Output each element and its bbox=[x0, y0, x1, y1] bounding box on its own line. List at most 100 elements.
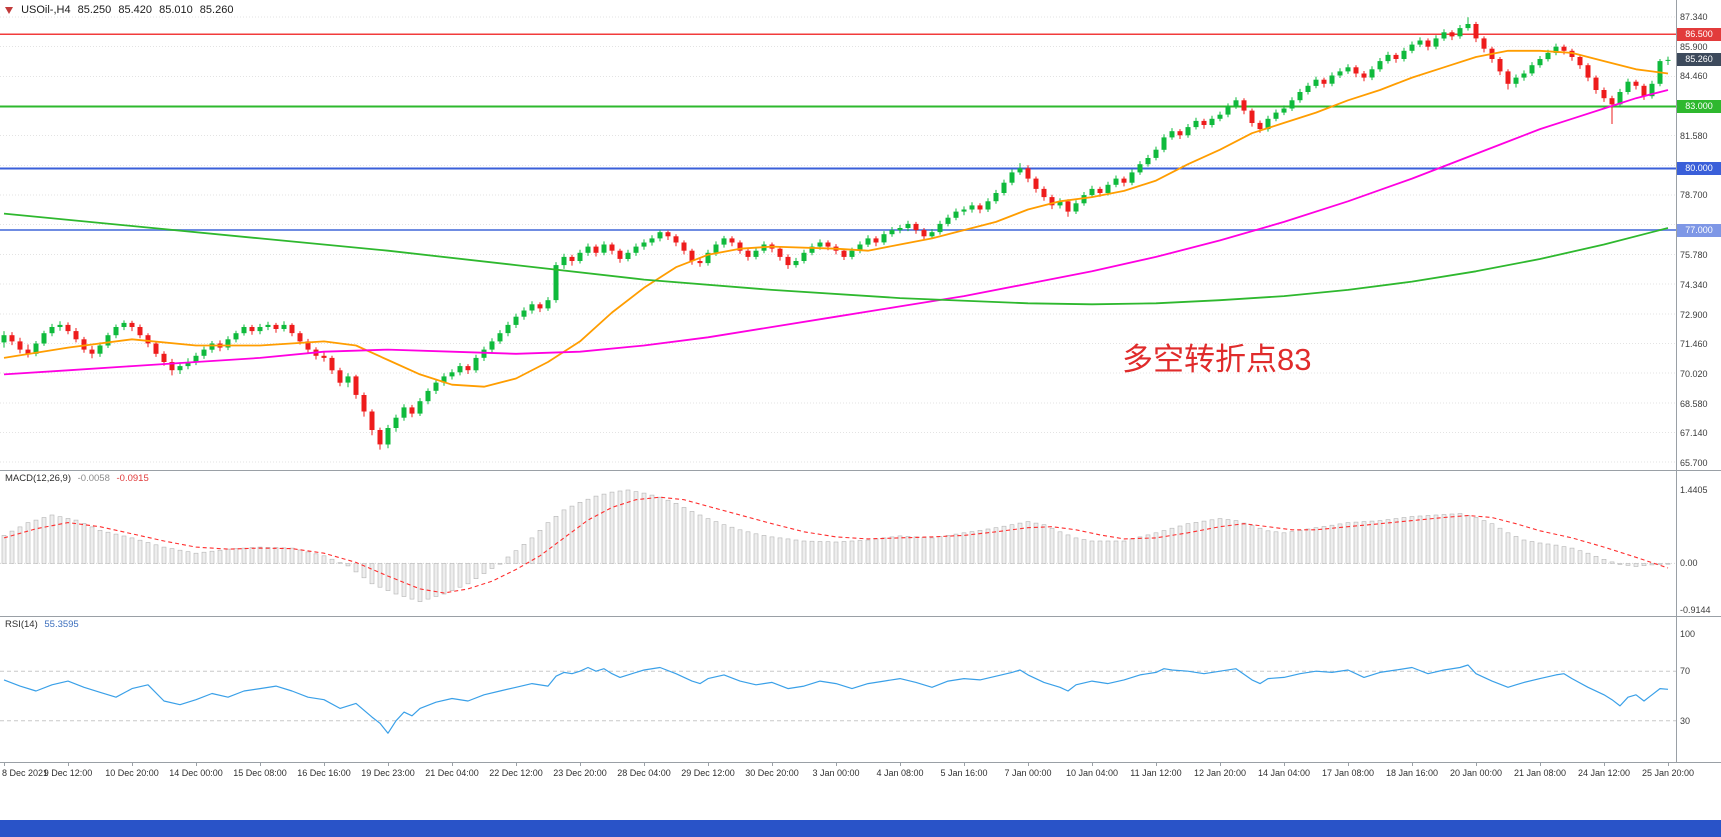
candlestick-series bbox=[1, 17, 1671, 450]
time-tick-label: 25 Jan 20:00 bbox=[1641, 768, 1695, 778]
price-tick-label: 70.020 bbox=[1680, 369, 1708, 379]
time-tick-label: 3 Jan 00:00 bbox=[812, 768, 860, 778]
time-tick-mark bbox=[516, 763, 517, 766]
rsi-value: 55.3595 bbox=[44, 619, 79, 630]
price-tick-label: 65.700 bbox=[1680, 458, 1708, 468]
bottom-bar bbox=[0, 820, 1721, 837]
time-tick-mark bbox=[772, 763, 773, 766]
macd-axis-label: 0.00 bbox=[1680, 558, 1698, 568]
time-tick-label: 19 Dec 23:00 bbox=[361, 768, 415, 778]
time-tick-label: 28 Dec 04:00 bbox=[617, 768, 671, 778]
time-tick-mark bbox=[1604, 763, 1605, 766]
price-tick-label: 71.460 bbox=[1680, 339, 1708, 349]
price-tick-label: 68.580 bbox=[1680, 399, 1708, 409]
macd-axis-label: 1.4405 bbox=[1680, 485, 1708, 495]
quote-open: 85.250 bbox=[77, 4, 112, 16]
time-tick-label: 17 Jan 08:00 bbox=[1321, 768, 1375, 778]
time-tick-label: 8 Dec 2021 bbox=[2, 768, 49, 778]
time-tick-mark bbox=[708, 763, 709, 766]
ma-mid-line bbox=[3, 89, 1669, 376]
time-tick-label: 10 Jan 04:00 bbox=[1065, 768, 1119, 778]
panel-separator bbox=[0, 616, 1721, 617]
time-tick-label: 16 Dec 16:00 bbox=[297, 768, 351, 778]
symbol-timeframe-label: USOil-,H4 bbox=[21, 4, 71, 16]
time-tick-label: 14 Jan 04:00 bbox=[1257, 768, 1311, 778]
time-tick-mark bbox=[388, 763, 389, 766]
time-tick-mark bbox=[1156, 763, 1157, 766]
time-tick-label: 10 Dec 20:00 bbox=[105, 768, 159, 778]
time-tick-mark bbox=[580, 763, 581, 766]
time-tick-label: 12 Jan 20:00 bbox=[1193, 768, 1247, 778]
time-axis[interactable]: 8 Dec 2021 9 Dec 12:00 10 Dec 20:00 14 Dec … bbox=[0, 762, 1721, 782]
macd-signal-value: -0.0915 bbox=[116, 473, 149, 484]
price-badge-80.000: 80.000 bbox=[1677, 162, 1721, 175]
price-badge-86.500: 86.500 bbox=[1677, 28, 1721, 41]
rsi-levels bbox=[0, 670, 1676, 722]
price-chart-panel[interactable] bbox=[0, 0, 1676, 470]
time-tick-mark bbox=[324, 763, 325, 766]
macd-histogram bbox=[1, 489, 1671, 602]
annotation-text[interactable]: 多空转折点83 bbox=[1122, 342, 1312, 377]
rsi-axis-label: 100 bbox=[1680, 629, 1696, 639]
time-tick-label: 11 Jan 12:00 bbox=[1130, 768, 1182, 778]
price-tick-label: 72.900 bbox=[1680, 310, 1708, 320]
price-badge-77.000: 77.000 bbox=[1677, 224, 1721, 237]
time-tick-mark bbox=[4, 763, 5, 766]
macd-main-value: -0.0058 bbox=[77, 473, 110, 484]
time-tick-mark bbox=[452, 763, 453, 766]
macd-signal-line bbox=[3, 496, 1669, 594]
time-tick-mark bbox=[1668, 763, 1669, 766]
macd-axis-label: -0.9144 bbox=[1680, 605, 1711, 615]
price-badge-85.260: 85.260 bbox=[1677, 53, 1721, 66]
time-tick-mark bbox=[644, 763, 645, 766]
time-tick-mark bbox=[1348, 763, 1349, 766]
time-tick-mark bbox=[1412, 763, 1413, 766]
symbol-marker-icon bbox=[5, 6, 13, 14]
time-tick-mark bbox=[1284, 763, 1285, 766]
price-tick-label: 85.900 bbox=[1680, 42, 1708, 52]
time-tick-mark bbox=[964, 763, 965, 766]
time-tick-label: 9 Dec 12:00 bbox=[43, 768, 93, 778]
time-tick-label: 4 Jan 08:00 bbox=[876, 768, 924, 778]
macd-label: MACD(12,26,9) -0.0058 -0.0915 bbox=[5, 473, 149, 484]
price-tick-label: 67.140 bbox=[1680, 428, 1708, 438]
time-tick-label: 21 Dec 04:00 bbox=[425, 768, 479, 778]
time-tick-mark bbox=[900, 763, 901, 766]
quote-close: 85.260 bbox=[199, 4, 234, 16]
time-tick-label: 21 Jan 08:00 bbox=[1513, 768, 1567, 778]
time-tick-label: 5 Jan 16:00 bbox=[940, 768, 988, 778]
time-tick-label: 23 Dec 20:00 bbox=[553, 768, 607, 778]
rsi-name: RSI(14) bbox=[5, 619, 38, 630]
time-tick-mark bbox=[68, 763, 69, 766]
macd-panel[interactable] bbox=[0, 470, 1676, 616]
time-tick-label: 7 Jan 00:00 bbox=[1004, 768, 1052, 778]
ma-fast-line bbox=[3, 49, 1669, 388]
time-tick-mark bbox=[1092, 763, 1093, 766]
ma-slow-line bbox=[3, 212, 1669, 306]
rsi-axis-label: 30 bbox=[1680, 716, 1691, 726]
time-tick-mark bbox=[1540, 763, 1541, 766]
price-axis[interactable]: 87.340 85.900 84.460 81.580 78.700 75.780 74.3… bbox=[1676, 0, 1721, 782]
time-tick-label: 20 Jan 00:00 bbox=[1449, 768, 1503, 778]
time-tick-label: 30 Dec 20:00 bbox=[745, 768, 799, 778]
time-tick-label: 15 Dec 08:00 bbox=[233, 768, 287, 778]
price-gridlines bbox=[0, 16, 1676, 463]
macd-name: MACD(12,26,9) bbox=[5, 473, 71, 484]
price-tick-label: 87.340 bbox=[1680, 12, 1708, 22]
rsi-panel[interactable] bbox=[0, 616, 1676, 762]
panel-separator bbox=[0, 470, 1721, 471]
time-tick-label: 29 Dec 12:00 bbox=[681, 768, 735, 778]
time-tick-mark bbox=[836, 763, 837, 766]
rsi-label: RSI(14) 55.3595 bbox=[5, 619, 79, 630]
price-tick-label: 74.340 bbox=[1680, 280, 1708, 290]
price-tick-label: 75.780 bbox=[1680, 250, 1708, 260]
time-tick-label: 18 Jan 16:00 bbox=[1385, 768, 1439, 778]
price-tick-label: 78.700 bbox=[1680, 190, 1708, 200]
price-tick-label: 84.460 bbox=[1680, 71, 1708, 81]
time-tick-mark bbox=[1476, 763, 1477, 766]
time-tick-mark bbox=[1028, 763, 1029, 766]
time-tick-label: 22 Dec 12:00 bbox=[489, 768, 543, 778]
time-tick-mark bbox=[1220, 763, 1221, 766]
quote-high: 85.420 bbox=[118, 4, 153, 16]
